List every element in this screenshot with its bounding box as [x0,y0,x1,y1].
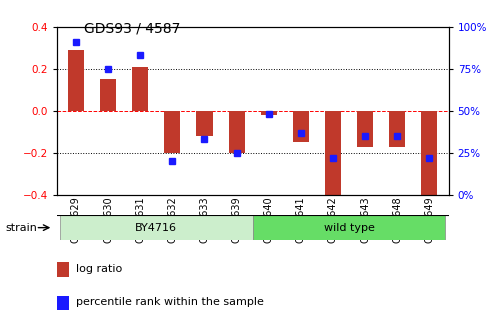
Bar [261,111,277,115]
Bar [357,111,373,146]
Bar [253,215,445,240]
Text: log ratio: log ratio [76,264,123,274]
Bar [229,111,245,153]
Bar [164,111,180,153]
Bar [68,50,84,111]
Bar [60,215,253,240]
Bar [389,111,405,146]
Bar [325,111,341,195]
Bar [132,67,148,111]
Text: strain: strain [5,223,37,233]
Bar [293,111,309,142]
Text: BY4716: BY4716 [135,223,177,233]
Text: wild type: wild type [323,223,375,233]
Bar [196,111,212,136]
Bar [422,111,437,195]
Bar [100,79,116,111]
Text: GDS93 / 4587: GDS93 / 4587 [84,22,180,36]
Text: percentile rank within the sample: percentile rank within the sample [76,297,264,307]
